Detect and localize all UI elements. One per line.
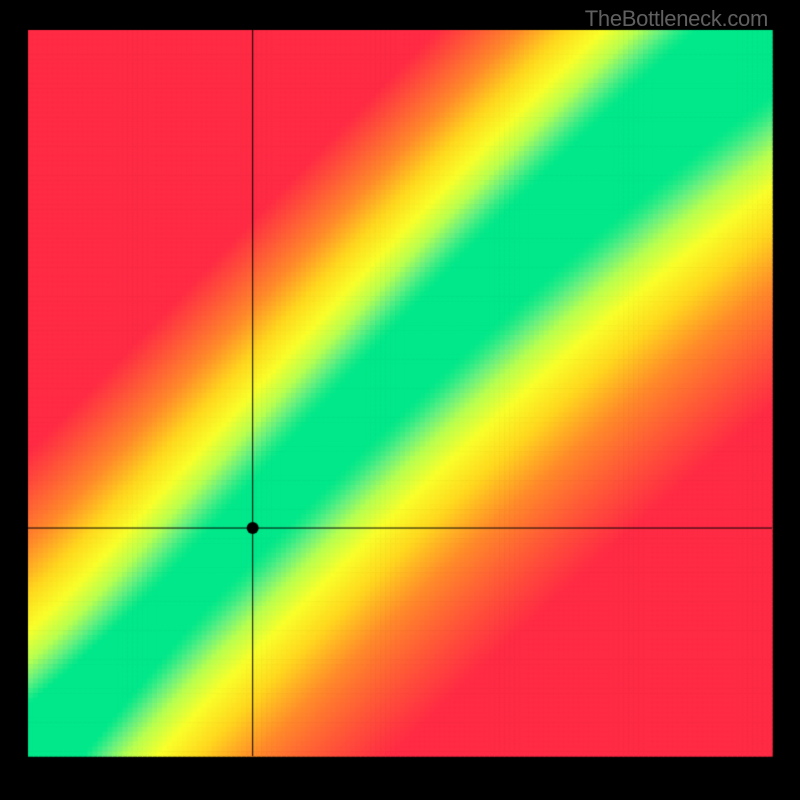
bottleneck-heatmap	[0, 0, 800, 800]
watermark-text: TheBottleneck.com	[585, 6, 768, 32]
